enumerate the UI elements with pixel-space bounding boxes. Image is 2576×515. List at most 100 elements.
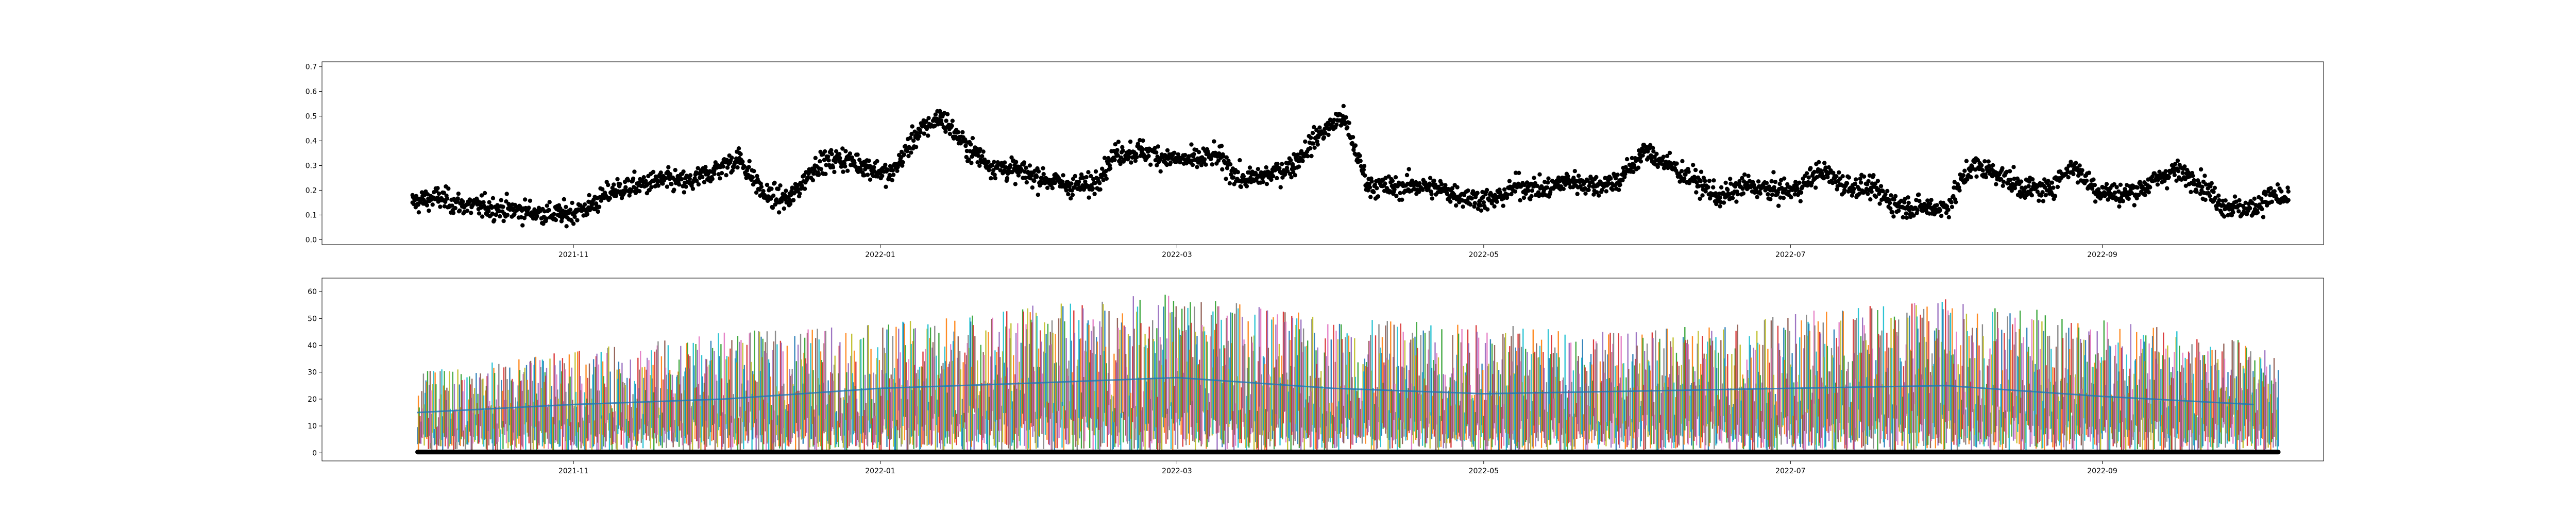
scatter-point	[623, 185, 628, 190]
scatter-point	[924, 119, 928, 124]
scatter-point	[2043, 193, 2048, 198]
scatter-point	[736, 146, 741, 151]
scatter-point	[1097, 181, 1102, 185]
scatter-point	[535, 214, 539, 219]
scatter-point	[1768, 197, 1773, 201]
scatter-point	[1344, 115, 1348, 119]
scatter-point	[1224, 155, 1229, 160]
scatter-point	[1285, 169, 1290, 174]
scatter-point	[679, 177, 684, 182]
scatter-point	[1952, 180, 1957, 184]
scatter-point	[1372, 182, 1377, 187]
scatter-point	[725, 165, 730, 170]
scatter-point	[545, 203, 550, 208]
scatter-point	[2250, 201, 2255, 205]
scatter-point	[1513, 170, 1518, 175]
scatter-point	[596, 209, 600, 214]
scatter-point	[1300, 159, 1305, 163]
scatter-point	[2244, 212, 2249, 216]
scatter-point	[1694, 190, 1699, 195]
scatter-point	[878, 170, 883, 175]
scatter-point	[2126, 196, 2131, 201]
scatter-point	[1786, 190, 1791, 194]
scatter-point	[1766, 192, 1770, 197]
scatter-point	[1428, 176, 1433, 180]
scatter-point	[890, 178, 894, 182]
scatter-point	[1073, 174, 1077, 179]
scatter-point	[1461, 204, 1465, 209]
scatter-point	[1066, 192, 1071, 197]
scatter-point	[1944, 204, 1950, 209]
scatter-point	[1850, 193, 1855, 198]
scatter-point	[505, 213, 510, 217]
scatter-point	[776, 210, 782, 215]
scatter-point	[1822, 161, 1827, 165]
scatter-point	[457, 208, 462, 213]
scatter-point	[891, 173, 896, 177]
scatter-point	[1371, 190, 1376, 195]
scatter-point	[2134, 196, 2139, 201]
scatter-point	[1030, 185, 1035, 190]
scatter-point	[1278, 185, 1283, 190]
scatter-point	[571, 221, 576, 226]
scatter-point	[1530, 188, 1534, 193]
scatter-point	[2055, 184, 2060, 190]
scatter-point	[1040, 176, 1045, 181]
scatter-point	[669, 182, 674, 186]
scatter-point	[465, 209, 470, 213]
scatter-point	[1587, 183, 1591, 188]
scatter-point	[1660, 158, 1665, 163]
scatter-point	[823, 171, 828, 176]
scatter-point	[1481, 195, 1485, 199]
scatter-point	[1991, 163, 1995, 168]
scatter-point	[1247, 165, 1252, 170]
scatter-point	[1178, 160, 1182, 165]
scatter-point	[818, 159, 822, 164]
scatter-point	[1398, 191, 1402, 195]
scatter-point	[810, 178, 816, 183]
scatter-point	[1490, 198, 1495, 203]
scatter-point	[494, 212, 499, 217]
scatter-y-axis: 0.0 0.1 0.2 0.3 0.4 0.5 0.6 0.7	[306, 63, 322, 244]
scatter-point	[1321, 135, 1327, 140]
scatter-point	[1392, 187, 1397, 192]
scatter-point	[2248, 206, 2252, 211]
scatter-point	[597, 204, 602, 209]
scatter-point	[1880, 188, 1885, 194]
scatter-point	[2112, 191, 2117, 195]
scatter-point	[887, 173, 892, 178]
scatter-point	[1873, 181, 1878, 186]
scatter-point	[2096, 187, 2101, 192]
scatter-point	[1640, 153, 1645, 158]
scatter-point	[1600, 188, 1604, 193]
scatter-point	[1769, 179, 1774, 184]
scatter-point	[1217, 151, 1222, 156]
scatter-point	[1875, 179, 1880, 183]
scatter-point	[461, 199, 465, 204]
scatter-point	[455, 196, 460, 201]
scatter-point	[752, 169, 756, 174]
scatter-point	[2204, 182, 2208, 187]
scatter-point	[1793, 180, 1798, 184]
scatter-point	[1861, 174, 1867, 179]
scatter-point	[1561, 186, 1566, 191]
scatter-point	[1513, 189, 1518, 194]
scatter-point	[841, 169, 845, 174]
scatter-point	[832, 169, 837, 175]
scatter-point	[1469, 196, 1474, 201]
scatter-point	[528, 198, 533, 203]
scatter-point	[1100, 166, 1105, 171]
scatter-point	[497, 209, 502, 214]
scatter-point	[1546, 176, 1551, 181]
scatter-point	[1036, 169, 1041, 174]
scatter-points	[410, 104, 2291, 229]
scatter-y-tick-label: 0.4	[306, 138, 317, 146]
scatter-point	[2117, 199, 2122, 204]
scatter-point	[1778, 195, 1783, 200]
scatter-point	[2132, 203, 2137, 208]
scatter-point	[831, 165, 836, 169]
scatter-point	[750, 175, 755, 180]
scatter-point	[1629, 166, 1634, 170]
scatter-point	[2037, 198, 2041, 203]
scatter-point	[791, 198, 796, 202]
